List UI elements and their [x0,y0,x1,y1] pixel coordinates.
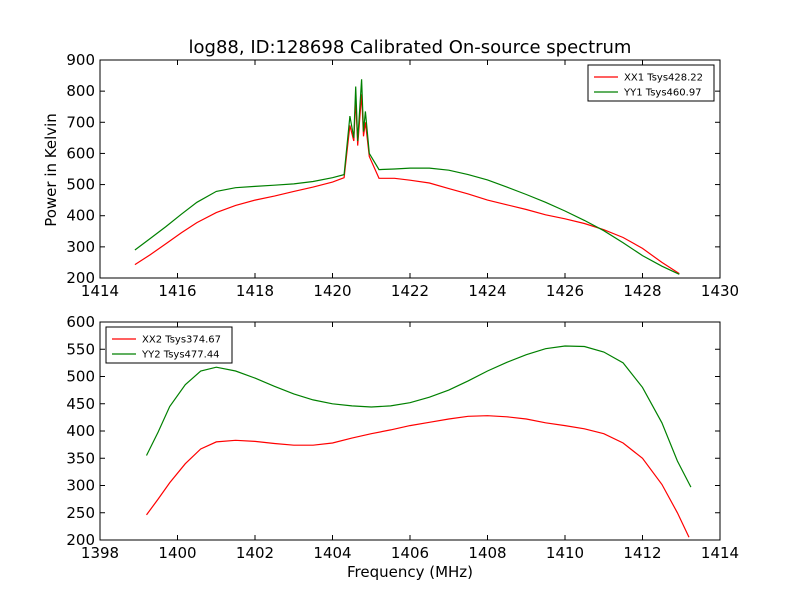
top-x-tick-label: 1414 [81,282,119,300]
bottom-series-line-2 [145,345,692,488]
bottom-series-line-1 [146,415,690,538]
top-x-tick-label: 1430 [701,282,739,300]
top-x-tick-label: 1424 [468,282,506,300]
bottom-y-tick-label: 500 [66,368,95,386]
bottom-x-tick-label: 1406 [391,544,429,562]
bottom-x-tick-label: 1410 [546,544,584,562]
top-x-tick-label: 1420 [313,282,351,300]
figure-title: log88, ID:128698 Calibrated On-source sp… [189,37,632,58]
bottom-legend-box [105,326,233,364]
top-series-line-1 [134,94,680,275]
x-axis-label: Frequency (MHz) [347,563,473,581]
top-y-tick-label: 400 [66,207,95,225]
bottom-y-tick-label: 300 [66,477,95,495]
top-legend: XX1 Tsys428.22 YY1 Tsys460.97 [587,64,715,102]
bottom-y-tick-label: 250 [66,504,95,522]
bottom-x-tick-label: 1404 [313,544,351,562]
top-y-tick-label: 200 [66,269,95,287]
top-x-tick-label: 1416 [158,282,196,300]
top-series-line-2 [134,79,680,275]
bottom-y-tick-label: 350 [66,449,95,467]
top-x-tick-label: 1422 [391,282,429,300]
top-y-tick-label: 800 [66,82,95,100]
bottom-legend-label-1: XX2 Tsys374.67 [142,335,221,346]
top-legend-box [587,64,715,102]
top-y-tick-label: 600 [66,144,95,162]
bottom-x-tick-label: 1402 [236,544,274,562]
bottom-y-tick-label: 600 [66,313,95,331]
bottom-y-tick-label: 550 [66,340,95,358]
bottom-x-tick-label: 1398 [81,544,119,562]
top-y-tick-label: 900 [66,51,95,69]
bottom-x-tick-label: 1414 [701,544,739,562]
bottom-y-tick-label: 450 [66,395,95,413]
bottom-x-tick-label: 1400 [158,544,196,562]
bottom-x-tick-label: 1412 [623,544,661,562]
top-x-tick-label: 1426 [546,282,584,300]
y-axis-label: Power in Kelvin [42,113,60,227]
bottom-legend-label-2: YY2 Tsys477.44 [141,350,220,361]
bottom-y-tick-label: 400 [66,422,95,440]
top-legend-label-2: YY1 Tsys460.97 [623,88,702,99]
top-x-tick-label: 1418 [236,282,274,300]
top-legend-label-1: XX1 Tsys428.22 [624,73,703,84]
bottom-panel: 1398 1400 1402 1404 1406 1408 1410 1412 1414 200 2… [66,313,739,562]
bottom-x-tick-label: 1408 [468,544,506,562]
bottom-legend: XX2 Tsys374.67 YY2 Tsys477.44 [105,326,233,364]
bottom-y-tick-label: 200 [66,531,95,549]
top-y-tick-label: 700 [66,113,95,131]
top-x-tick-label: 1428 [623,282,661,300]
top-y-tick-label: 500 [66,176,95,194]
top-y-tick-label: 300 [66,238,95,256]
top-panel: 1414 1416 1418 1420 1422 1424 1426 1428 1430 200 3… [66,51,739,300]
